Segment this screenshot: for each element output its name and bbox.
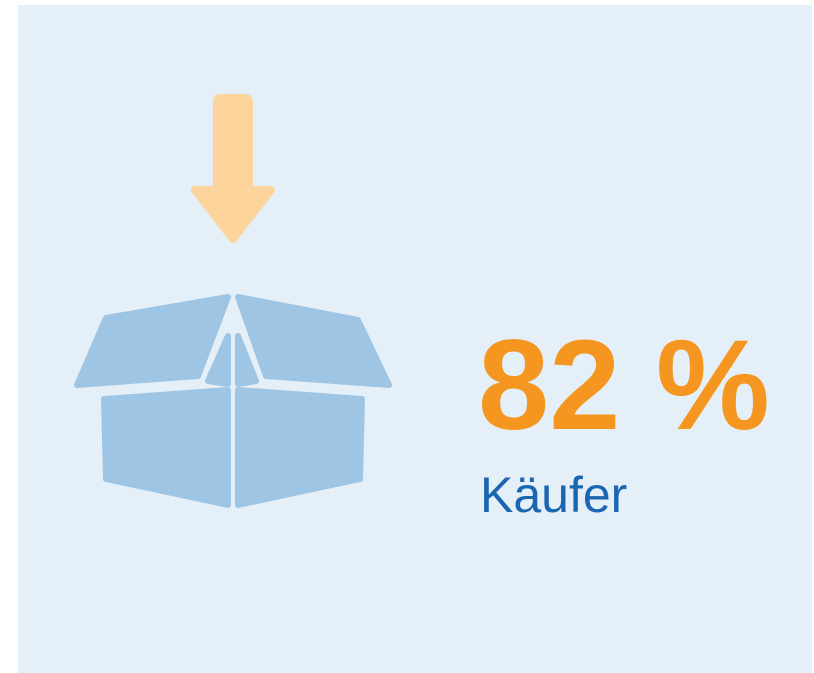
stat-value: 82 % <box>478 314 770 457</box>
arrow <box>191 94 275 243</box>
stat-label: Käufer <box>480 467 628 523</box>
box <box>74 294 392 508</box>
